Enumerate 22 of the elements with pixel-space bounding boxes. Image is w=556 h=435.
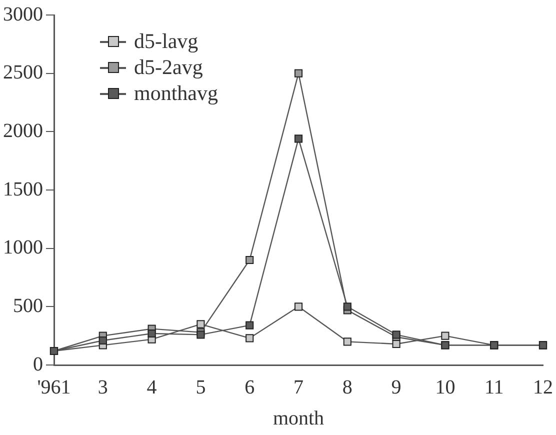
x-tick-label: 3 xyxy=(98,376,108,398)
legend-label: monthavg xyxy=(134,80,218,106)
y-tick-label: 0 xyxy=(33,353,43,376)
x-tick-label: 6 xyxy=(244,376,255,398)
x-tick-label: 4 xyxy=(146,376,157,398)
x-tick-label: 10 xyxy=(435,376,456,398)
legend-label: d5-lavg xyxy=(134,28,198,54)
y-tick-label: 2000 xyxy=(3,120,43,142)
x-tick-label: 8 xyxy=(342,376,352,398)
x-tick-label: 9 xyxy=(391,376,402,398)
y-tick-label: 1000 xyxy=(3,236,43,259)
y-tick-label: 500 xyxy=(13,294,43,317)
y-tick-label: 1500 xyxy=(3,178,43,200)
x-tick-label: 12 xyxy=(533,376,553,398)
x-tick-label: 7 xyxy=(294,376,304,398)
x-tick-label: 5 xyxy=(196,376,206,398)
x-tick-label: 11 xyxy=(484,376,504,398)
legend-label: d5-2avg xyxy=(134,54,203,80)
y-tick-label: 3000 xyxy=(3,3,43,26)
x-tick-label: '961 xyxy=(37,376,71,398)
x-axis-title: month xyxy=(272,407,324,430)
y-tick-label: 2500 xyxy=(3,62,43,84)
